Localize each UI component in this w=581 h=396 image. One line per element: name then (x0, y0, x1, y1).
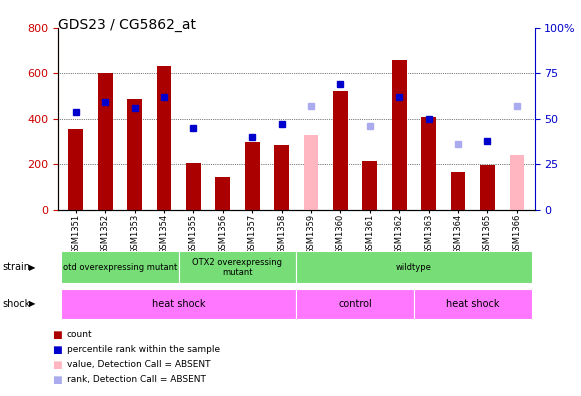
Text: ■: ■ (52, 329, 62, 340)
Bar (510, 155, 524, 210)
Text: count: count (67, 330, 92, 339)
Text: otd overexpressing mutant: otd overexpressing mutant (63, 263, 177, 272)
Text: heat shock: heat shock (152, 299, 206, 309)
Bar (69, 129, 83, 210)
Bar (186, 164, 200, 210)
Bar (216, 177, 230, 210)
Text: wildtype: wildtype (396, 263, 432, 272)
Bar (480, 165, 495, 210)
Bar (127, 99, 142, 210)
Bar (451, 172, 465, 210)
Text: ■: ■ (52, 345, 62, 355)
Bar (157, 66, 171, 210)
Text: ▶: ▶ (29, 299, 36, 308)
Text: strain: strain (3, 262, 31, 272)
Bar (274, 145, 289, 210)
Bar (245, 142, 260, 210)
Text: rank, Detection Call = ABSENT: rank, Detection Call = ABSENT (67, 375, 206, 384)
Text: ■: ■ (52, 360, 62, 370)
Text: OTX2 overexpressing
mutant: OTX2 overexpressing mutant (192, 258, 282, 277)
Bar (304, 135, 318, 210)
Text: ■: ■ (52, 375, 62, 385)
Text: heat shock: heat shock (446, 299, 500, 309)
Text: value, Detection Call = ABSENT: value, Detection Call = ABSENT (67, 360, 210, 369)
Bar (421, 117, 436, 210)
Text: shock: shock (3, 299, 31, 309)
Bar (392, 60, 407, 210)
Bar (363, 161, 377, 210)
Text: control: control (338, 299, 372, 309)
Bar (98, 73, 113, 210)
Text: percentile rank within the sample: percentile rank within the sample (67, 345, 220, 354)
Text: GDS23 / CG5862_at: GDS23 / CG5862_at (58, 18, 196, 32)
Bar (333, 91, 348, 210)
Text: ▶: ▶ (29, 263, 36, 272)
